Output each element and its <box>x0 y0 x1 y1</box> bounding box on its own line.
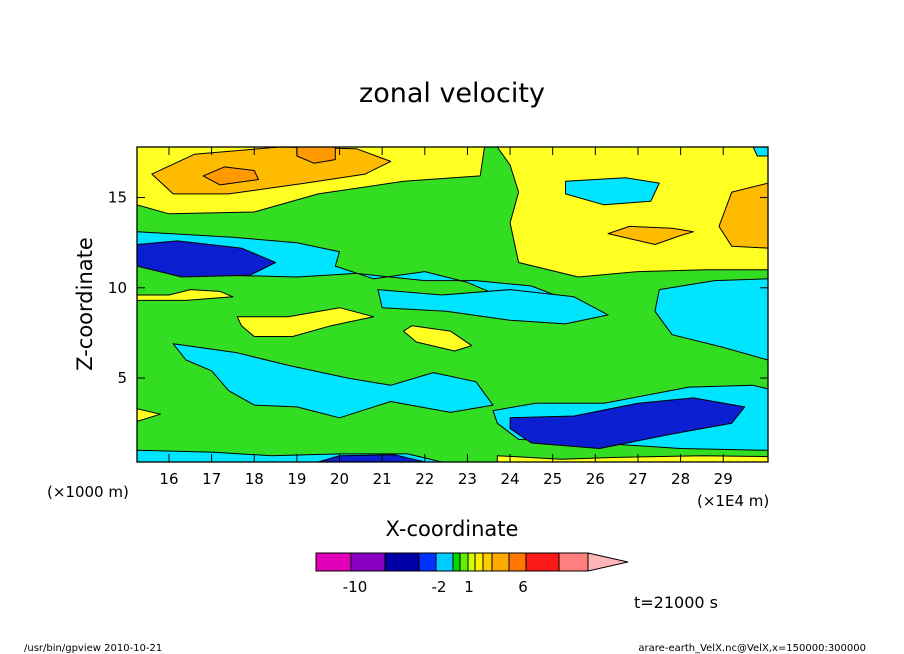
contour-region-cyan-lower <box>172 343 494 419</box>
colorbar-cell-4 <box>435 552 454 572</box>
colorbar-label--2: -2 <box>432 578 447 596</box>
time-label: t=21000 s <box>634 593 718 612</box>
colorbar-cell-12 <box>525 552 560 572</box>
x-tick-label-21: 21 <box>373 470 392 488</box>
contour-region-yellow-mid-center <box>403 325 473 352</box>
contour-region-bottom-yellow <box>496 455 768 462</box>
contour-region-bottom-blue <box>509 397 746 449</box>
colorbar-cell-3 <box>418 552 437 572</box>
x-unit-label: (×1E4 m) <box>697 492 769 510</box>
x-tick-label-26: 26 <box>586 470 605 488</box>
x-tick-label-23: 23 <box>458 470 477 488</box>
x-tick-label-18: 18 <box>245 470 264 488</box>
colorbar-cell-6 <box>459 552 469 572</box>
contour-region-right-orange-2 <box>607 225 694 245</box>
y-axis-label: Z-coordinate <box>73 237 97 371</box>
x-tick-label-16: 16 <box>159 470 178 488</box>
colorbar-cell-9 <box>482 552 493 572</box>
x-tick-label-20: 20 <box>330 470 349 488</box>
contour-region-upper-dark-orange-2 <box>202 166 259 186</box>
footer-left-text: /usr/bin/gpview 2010-10-21 <box>24 643 162 654</box>
x-tick-label-29: 29 <box>714 470 733 488</box>
chart-title: zonal velocity <box>359 78 545 109</box>
contour-region-left-yellow-strip-2 <box>137 408 161 422</box>
colorbar-cell-2 <box>384 552 420 572</box>
x-tick-label-22: 22 <box>415 470 434 488</box>
colorbar-cell-7 <box>467 552 476 572</box>
y-axis-ticks: 5 10 15 <box>108 189 768 387</box>
x-axis-label: X-coordinate <box>386 517 519 541</box>
x-tick-label-24: 24 <box>501 470 520 488</box>
colorbar-cell-10 <box>491 552 510 572</box>
colorbar-cell-11 <box>508 552 527 572</box>
y-tick-label-15: 15 <box>108 189 127 207</box>
colorbar-cell-0 <box>315 552 352 572</box>
y-unit-label: (×1000 m) <box>47 483 129 501</box>
x-tick-label-17: 17 <box>202 470 221 488</box>
colorbar-cell-1 <box>350 552 386 572</box>
footer-right-text: arare-earth_VelX.nc@VelX,x=150000:300000 <box>638 643 866 654</box>
contour-region-left-blue <box>137 240 277 278</box>
y-tick-label-10: 10 <box>108 279 127 297</box>
x-tick-label-19: 19 <box>287 470 306 488</box>
x-axis-ticks: 16 17 18 19 20 21 22 23 24 25 26 27 28 29 <box>159 147 733 488</box>
colorbar-arrow <box>587 552 629 572</box>
contour-region-cyan-middle-band <box>377 289 609 325</box>
contour-region-cyan-upper-right <box>565 177 660 206</box>
contour-region-left-yellow-strip <box>137 289 234 301</box>
colorbar: -10 -2 1 6 <box>315 552 629 596</box>
contour-region-bottom-blue-strip <box>317 454 426 462</box>
contour-region-cyan-right-band <box>654 278 768 361</box>
colorbar-cell-13 <box>558 552 589 572</box>
contour-plot-area <box>136 146 769 463</box>
colorbar-cell-8 <box>474 552 484 572</box>
x-tick-label-25: 25 <box>543 470 562 488</box>
colorbar-cell-5 <box>452 552 461 572</box>
colorbar-label--10: -10 <box>343 578 368 596</box>
colorbar-label-6: 6 <box>518 578 528 596</box>
colorbar-label-1: 1 <box>464 578 474 596</box>
contour-region-right-yellow <box>496 147 768 278</box>
plot-frame <box>136 146 769 463</box>
y-tick-label-5: 5 <box>117 369 127 387</box>
x-tick-label-27: 27 <box>628 470 647 488</box>
x-tick-label-28: 28 <box>671 470 690 488</box>
contour-region-right-orange <box>718 182 768 249</box>
contour-region-yellow-mid-left <box>236 307 375 337</box>
contour-regions <box>137 147 768 462</box>
contour-region-cyan-top-right-corner <box>752 147 768 157</box>
